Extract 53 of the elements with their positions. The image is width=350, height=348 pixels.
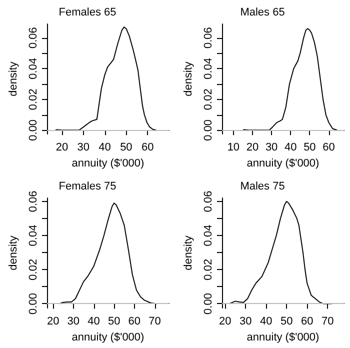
chart-title: Females 75	[58, 180, 116, 192]
y-tick-label: 0.06	[28, 27, 40, 49]
y-tick-label: 0.06	[28, 190, 40, 212]
y-tick-label: 0.02	[202, 88, 214, 110]
x-tick-label: 20	[56, 142, 68, 154]
x-tick-label: 20	[46, 316, 60, 328]
x-tick-label: 30	[239, 316, 252, 328]
chart-title: Males 65	[240, 6, 285, 18]
y-tick-label: 0.00	[202, 293, 214, 314]
x-tick-label: 30	[265, 142, 278, 154]
x-tick-label: 60	[128, 316, 141, 328]
y-tick-label: 0.02	[202, 258, 214, 280]
x-tick-label: 40	[98, 142, 111, 154]
y-tick-label: 0.04	[28, 58, 40, 80]
x-tick-label: 60	[322, 142, 335, 154]
y-tick-label: 0.00	[28, 293, 40, 314]
x-tick-label: 60	[141, 142, 154, 154]
y-tick-label: 0.00	[202, 119, 214, 141]
line-series	[242, 28, 338, 131]
y-tick-label: 0.06	[202, 27, 214, 49]
x-tick-label: 60	[300, 316, 314, 328]
y-tick-label: 0.04	[28, 224, 40, 246]
y-tick-label: 0.00	[28, 119, 40, 141]
y-tick-label: 0.02	[28, 88, 40, 110]
y-axis-title: density	[182, 61, 194, 96]
x-axis-title: annuity ($'000)	[246, 157, 320, 170]
x-axis-title: annuity ($'000)	[72, 331, 144, 344]
line-series	[55, 26, 157, 131]
x-tick-label: 40	[260, 316, 272, 328]
x-tick-label: 10	[227, 142, 240, 154]
y-axis-title: density	[8, 61, 20, 96]
y-tick-label: 0.06	[202, 190, 214, 212]
y-tick-label: 0.04	[202, 58, 214, 80]
x-tick-label: 70	[321, 316, 334, 328]
x-tick-label: 50	[108, 316, 120, 328]
x-tick-label: 20	[218, 316, 232, 328]
x-tick-label: 30	[67, 316, 80, 328]
x-tick-label: 30	[77, 142, 90, 154]
x-axis-title: annuity ($'000)	[72, 157, 144, 170]
y-axis-title: density	[182, 235, 194, 270]
x-tick-label: 40	[284, 142, 297, 154]
x-axis-title: annuity ($'000)	[246, 331, 320, 344]
y-tick-label: 0.02	[28, 258, 40, 280]
x-tick-label: 20	[246, 142, 259, 154]
chart-title: Females 65	[58, 6, 116, 18]
x-tick-label: 70	[148, 316, 161, 328]
chart-title: Males 75	[240, 180, 285, 192]
x-tick-label: 50	[120, 142, 132, 154]
x-tick-label: 50	[304, 142, 316, 154]
y-axis-title: density	[8, 235, 20, 270]
x-tick-label: 50	[280, 316, 293, 328]
x-tick-label: 40	[88, 316, 100, 328]
y-tick-label: 0.04	[202, 224, 214, 246]
